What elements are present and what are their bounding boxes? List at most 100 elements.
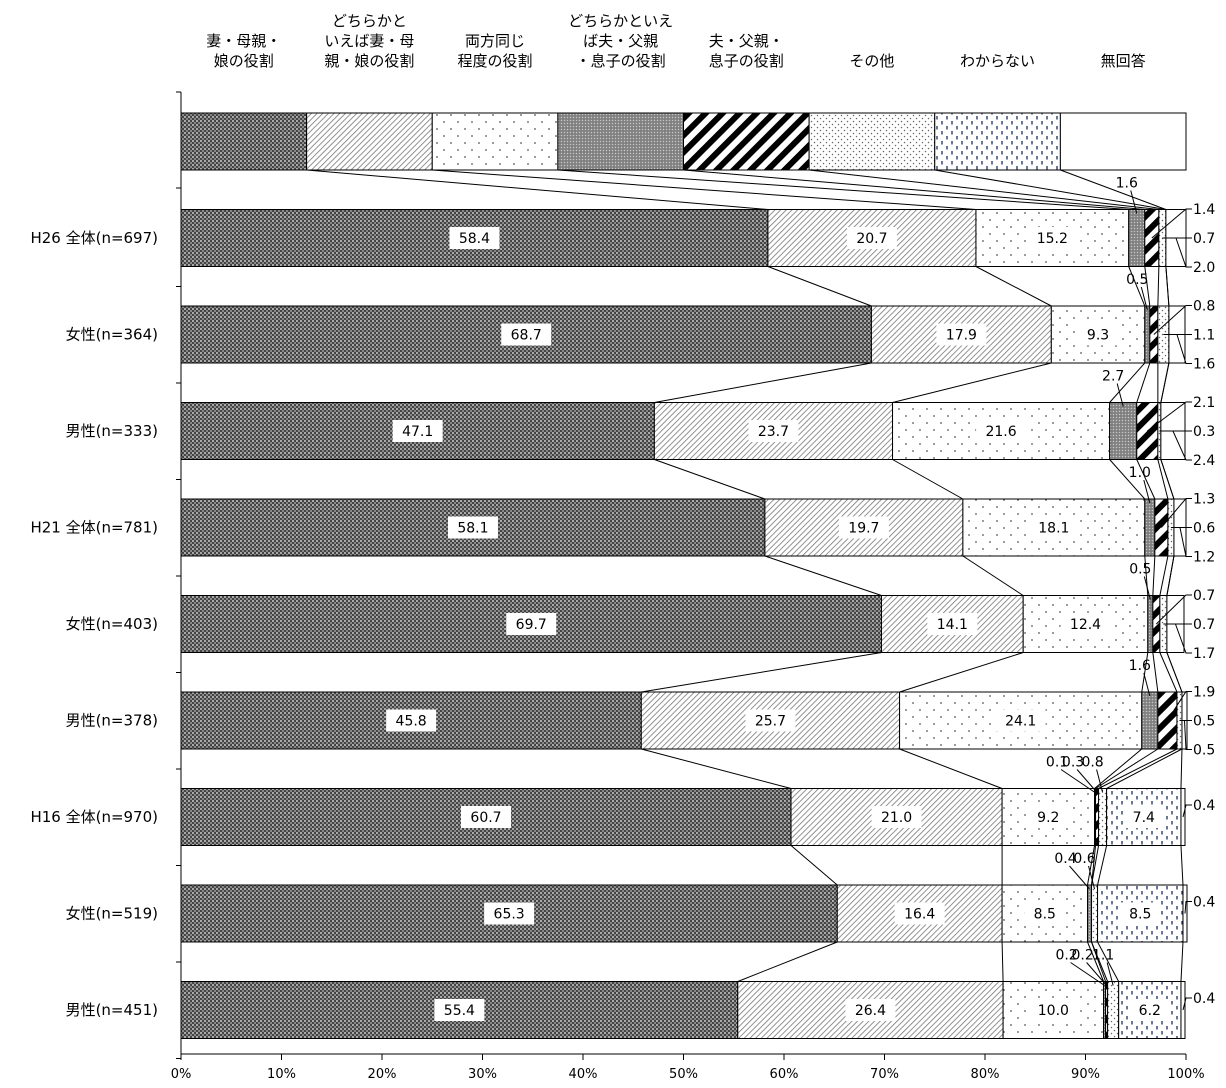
value-label: 68.7 bbox=[511, 328, 542, 344]
connector-line bbox=[1166, 555, 1175, 596]
connector-line bbox=[1091, 941, 1109, 982]
connector-line bbox=[306, 169, 768, 210]
x-tick-label: 60% bbox=[770, 1067, 799, 1082]
value-label: 55.4 bbox=[444, 1003, 475, 1019]
small-value-label: 0.6 bbox=[1073, 851, 1095, 867]
connector-line bbox=[1159, 652, 1178, 693]
category-label: 女性(n=364) bbox=[66, 326, 158, 344]
small-value-label: 0.5 bbox=[1193, 714, 1215, 730]
leader-line bbox=[1179, 527, 1192, 557]
connector-line bbox=[1166, 652, 1183, 693]
value-label-bg bbox=[1027, 806, 1069, 828]
connector-line bbox=[1152, 652, 1159, 693]
value-label-bg bbox=[976, 420, 1027, 442]
leader-line bbox=[1182, 804, 1192, 818]
bar-segment bbox=[1098, 788, 1108, 846]
connector-line bbox=[1159, 555, 1169, 596]
value-label: 45.8 bbox=[396, 714, 427, 730]
value-label: 23.7 bbox=[758, 424, 789, 440]
connector-line bbox=[975, 266, 1052, 307]
value-label-bg bbox=[484, 902, 535, 925]
bar-segment bbox=[1087, 884, 1093, 943]
connector-line bbox=[654, 459, 766, 500]
value-label: 17.9 bbox=[946, 328, 977, 344]
small-value-label: 2.0 bbox=[1193, 260, 1215, 276]
small-value-label: 0.8 bbox=[1193, 299, 1215, 315]
leader-line bbox=[1143, 672, 1151, 697]
connector-line bbox=[892, 459, 964, 500]
bar-segment bbox=[1144, 305, 1151, 364]
connector-line bbox=[1097, 941, 1120, 982]
leader-line bbox=[1143, 479, 1151, 504]
value-label: 14.1 bbox=[937, 617, 968, 633]
legend-label: 息子の役割 bbox=[709, 52, 784, 70]
x-tick-label: 80% bbox=[971, 1067, 1000, 1082]
value-label: 15.2 bbox=[1037, 231, 1068, 247]
leader-line bbox=[1166, 691, 1192, 721]
legend-label: 親・娘の役割 bbox=[324, 52, 414, 70]
connector-line bbox=[1152, 555, 1156, 596]
legend-swatch bbox=[934, 112, 1061, 171]
legend-swatch bbox=[306, 112, 433, 171]
connector-line bbox=[1160, 362, 1170, 403]
connector-line bbox=[557, 169, 1129, 210]
legend-label: わからない bbox=[960, 52, 1035, 70]
bar-segment bbox=[1147, 595, 1154, 653]
value-label: 58.4 bbox=[459, 231, 490, 247]
small-value-label: 1.6 bbox=[1116, 176, 1138, 192]
small-value-label: 0.8 bbox=[1081, 755, 1103, 771]
leader-line bbox=[1096, 769, 1104, 793]
value-label: 19.7 bbox=[848, 521, 879, 537]
leader-line bbox=[1076, 769, 1098, 793]
category-label: 女性(n=403) bbox=[66, 615, 158, 633]
small-value-label: 1.1 bbox=[1092, 948, 1114, 964]
value-label: 21.6 bbox=[985, 424, 1016, 440]
value-label: 6.2 bbox=[1139, 1003, 1161, 1019]
small-value-label: 1.2 bbox=[1193, 550, 1215, 566]
legend-swatch bbox=[683, 112, 810, 171]
connector-line bbox=[764, 555, 882, 596]
leader-line bbox=[1060, 769, 1096, 793]
leader-line bbox=[1116, 383, 1124, 407]
legend-label: 夫・父親・ bbox=[709, 32, 784, 50]
category-label: 男性(n=333) bbox=[66, 422, 158, 440]
legend-swatch bbox=[808, 112, 936, 171]
value-label-bg bbox=[845, 999, 896, 1021]
connector-line bbox=[1141, 652, 1149, 693]
connector-line bbox=[1180, 941, 1184, 982]
connector-line bbox=[1097, 845, 1108, 886]
x-tick-label: 70% bbox=[870, 1067, 899, 1082]
connector-line bbox=[1087, 941, 1105, 982]
category-label: H26 全体(n=697) bbox=[30, 229, 158, 247]
small-value-label: 0.4 bbox=[1054, 851, 1076, 867]
value-label: 12.4 bbox=[1070, 617, 1101, 633]
small-value-label: 0.5 bbox=[1126, 272, 1148, 288]
connector-line bbox=[1095, 748, 1159, 789]
connector-line bbox=[1180, 845, 1184, 886]
value-label-bg bbox=[745, 709, 796, 732]
value-label-bg bbox=[846, 227, 897, 249]
value-label: 18.1 bbox=[1038, 521, 1069, 537]
leader-line bbox=[1153, 305, 1192, 335]
leader-line bbox=[1172, 430, 1192, 461]
value-label-bg bbox=[927, 613, 978, 635]
bar-segment bbox=[1001, 788, 1096, 846]
connector-line bbox=[934, 169, 1166, 210]
bar-segment bbox=[1141, 691, 1159, 750]
small-value-label: 0.3 bbox=[1193, 424, 1215, 440]
connector-line bbox=[1157, 266, 1160, 307]
value-label-bg bbox=[449, 227, 500, 249]
x-tick-label: 30% bbox=[468, 1067, 497, 1082]
small-value-label: 1.4 bbox=[1193, 202, 1215, 218]
connector-line bbox=[1180, 748, 1183, 789]
leader-line bbox=[1176, 334, 1192, 364]
value-label-bg bbox=[447, 516, 498, 539]
small-value-label: 1.1 bbox=[1193, 328, 1215, 344]
connector-line bbox=[899, 748, 1003, 789]
legend-label: その他 bbox=[849, 52, 894, 70]
x-tick-label: 50% bbox=[669, 1067, 698, 1082]
small-value-label: 2.7 bbox=[1102, 369, 1124, 385]
connector-line bbox=[767, 266, 872, 307]
small-value-label: 0.3 bbox=[1062, 755, 1084, 771]
